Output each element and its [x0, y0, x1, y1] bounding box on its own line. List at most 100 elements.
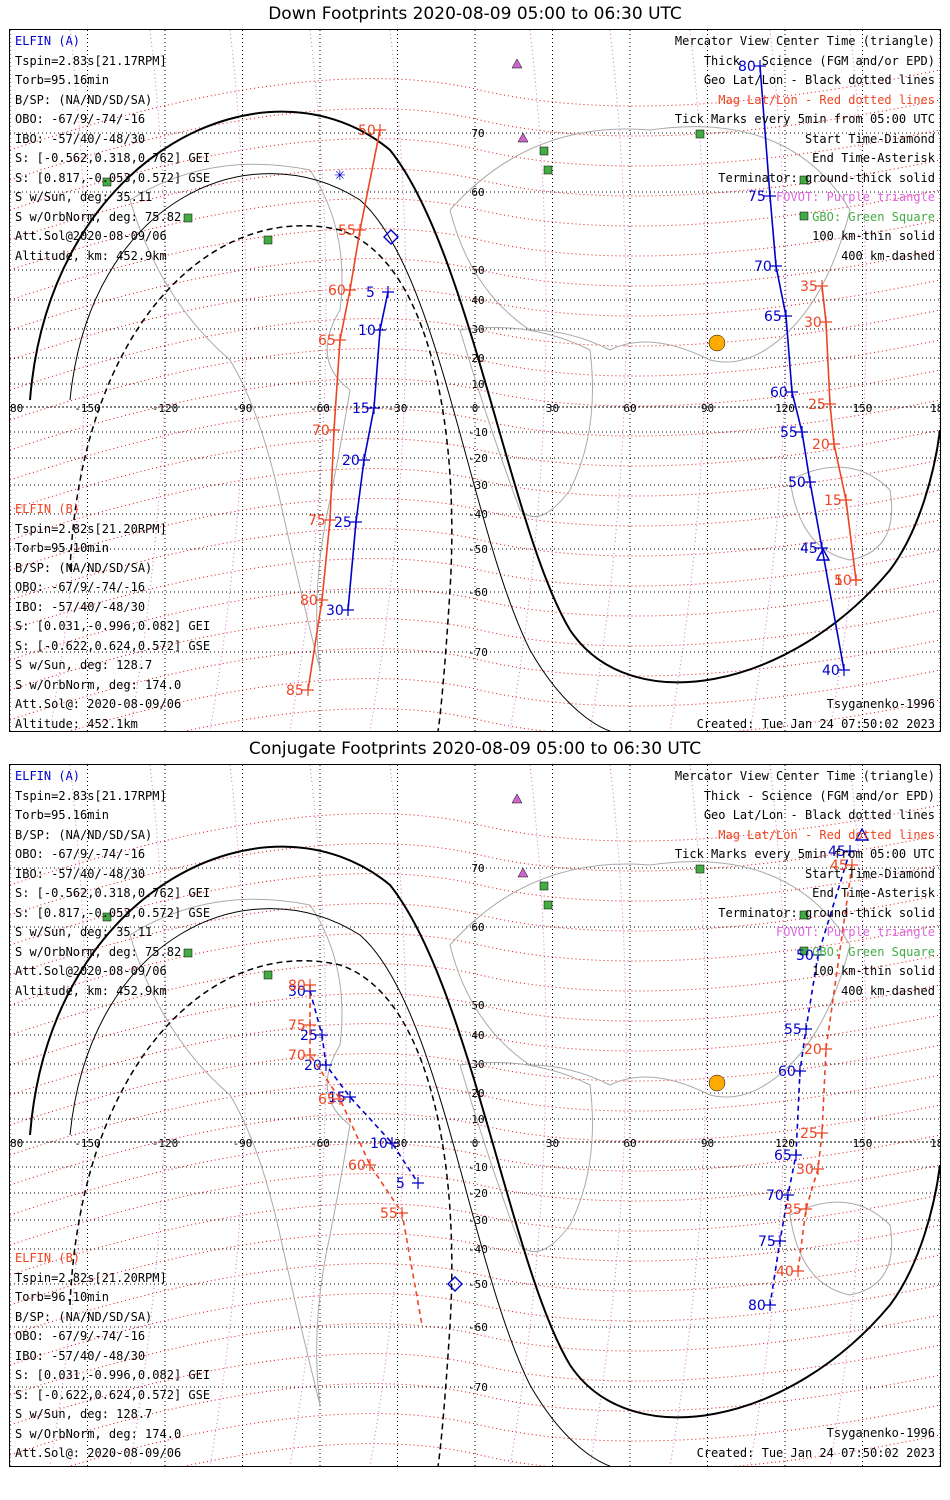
- lon-tick-label: 30: [546, 1137, 559, 1150]
- legend-line: GBO: Green Square: [812, 944, 935, 959]
- elfin-a-info-line: S: [-0.562,0.318,0.762] GEI: [15, 886, 211, 900]
- continent-eurasia: [449, 126, 851, 363]
- purple-triangle-icon: [511, 58, 523, 69]
- green-square-icon: [183, 213, 193, 223]
- elfin-a-track-west-label: 15: [352, 401, 370, 417]
- elfin-a-track-east-label: 55: [784, 1022, 802, 1038]
- legend-line: 400 km-dashed: [841, 248, 935, 263]
- elfin-b-track-east-label: 30: [804, 315, 822, 331]
- lat-tick-label: -70: [468, 1381, 488, 1394]
- terminator-ground: [29, 845, 940, 1419]
- elfin-a-info-line: Altitude, km: 452.9km: [15, 248, 167, 263]
- elfin-b-track-west-label: 70: [288, 1048, 306, 1064]
- legend-line: Geo Lat/Lon - Black dotted lines: [703, 808, 935, 822]
- elfin-b-track-west-tick: [302, 684, 314, 696]
- elfin-a-track-east: [769, 850, 851, 1306]
- elfin-b-info-line: S: [0.031,-0.996,0.082] GEI: [15, 1368, 211, 1382]
- green-square-icon: [102, 912, 112, 922]
- elfin-a-info-line: Att.Sol@2020-08-09/06: [15, 964, 167, 978]
- map-panel-conjugate: -180 -150 -120 -90 -60 -30 0 30 60 90 120 150 180 70 6…: [9, 764, 941, 1467]
- elfin-b-track-west-label: 75: [308, 513, 326, 529]
- green-square-icon: [263, 970, 273, 980]
- elfin-a-track-east-tick: [794, 1065, 806, 1077]
- purple-triangle-icon: [511, 793, 523, 804]
- elfin-a-track-west-label: 25: [300, 1028, 318, 1044]
- lon-tick-label: 120: [775, 402, 795, 415]
- elfin-a-info-line: IBO: -57/40/-48/30: [15, 131, 146, 146]
- elfin-b-track-west-tick: [328, 424, 340, 436]
- elfin-b-track-west-tick: [304, 979, 316, 991]
- lon-tick-label: -60: [310, 402, 330, 415]
- green-square-icon: [695, 864, 705, 874]
- elfin-a-info-line: IBO: -57/40/-48/30: [15, 866, 146, 881]
- elfin-b-track-east: [797, 864, 853, 1272]
- elfin-b-track-east-label: 15: [824, 493, 842, 509]
- sun-icon: [708, 1074, 726, 1092]
- elfin-a-track-east-label: 65: [764, 309, 782, 325]
- legend-line: Start Time-Diamond: [804, 866, 935, 881]
- elfin-b-track-east-tick: [820, 316, 832, 328]
- elfin-a-track-west-label: 10: [370, 1136, 388, 1152]
- lat-tick-label: 10: [471, 378, 484, 391]
- elfin-b-info-line: IBO: -57/40/-48/30: [15, 1348, 146, 1363]
- elfin-b-track-east-label: 5: [834, 573, 843, 589]
- elfin-b-track-west-tick: [364, 1159, 376, 1171]
- elfin-b-info-line: Altitude: 452.1km: [15, 716, 138, 731]
- elfin-a-track-east-label: 60: [770, 385, 788, 401]
- view-center-triangle: [815, 547, 831, 561]
- asterisk-icon: ✳: [334, 168, 346, 184]
- elfin-a-track-east-tick: [780, 310, 792, 322]
- diamond-icon: [383, 229, 399, 245]
- green-square-icon: [263, 235, 273, 245]
- green-square-icon: [799, 946, 809, 956]
- elfin-a-track-east-tick: [796, 426, 808, 438]
- elfin-b-track-east-label: 25: [800, 1126, 818, 1142]
- elfin-a-track-east-tick: [844, 845, 856, 857]
- purple-triangle-icon: [517, 867, 529, 878]
- elfin-a-track-east-label: 75: [758, 1234, 776, 1250]
- model-label: Tsyganenko-1996: [826, 1426, 935, 1440]
- lon-tick-label: 150: [853, 1137, 873, 1150]
- elfin-b-info-line: Tspin=2.82s[21.20RPM]: [15, 1270, 167, 1285]
- elfin-b-track-west-tick: [354, 224, 366, 236]
- elfin-a-track-west-tick: [358, 454, 370, 466]
- legend-line: Tick Marks every 5min from 05:00 UTC: [674, 112, 935, 126]
- purple-triangle-icon: [517, 132, 529, 143]
- elfin-a-info-line: Torb=95.16min: [15, 73, 109, 87]
- elfin-b-track-west-label: 80: [288, 978, 306, 994]
- elfin-b-info-line: S w/OrbNorm, deg: 174.0: [15, 1426, 182, 1441]
- elfin-a-track-west: [309, 990, 419, 1184]
- elfin-b-info-line: S w/OrbNorm, deg: 174.0: [15, 677, 182, 692]
- elfin-b-info-line: Torb=95.10min: [15, 541, 109, 555]
- elfin-a-track-west-label: 5: [396, 1176, 405, 1192]
- elfin-a-track-east-label: 80: [748, 1298, 766, 1314]
- legend-line: Mercator View Center Time (triangle): [674, 34, 935, 48]
- lat-tick-label: -10: [468, 1161, 488, 1174]
- fov-meridian: [289, 30, 327, 731]
- elfin-b-header: ELFIN (B): [15, 1251, 81, 1265]
- map-canvas-down: -180 -150 -120 -90 -60 -30 0 30 60 90 120 150 180 70 6…: [10, 30, 940, 731]
- elfin-a-track-east-tick: [812, 949, 824, 961]
- fov-meridian: [289, 765, 327, 1466]
- legend-line: GBO: Green Square: [812, 209, 935, 224]
- terminator-100km: [69, 173, 611, 731]
- lon-tick-label: -90: [233, 1137, 253, 1150]
- green-square-icon: [695, 129, 705, 139]
- elfin-b-header: ELFIN (B): [15, 502, 81, 516]
- continent-africa: [459, 327, 593, 518]
- sun-icon: [708, 334, 726, 352]
- legend-line: Thick - Science (FGM and/or EPD): [703, 788, 935, 803]
- elfin-b-info-line: IBO: -57/40/-48/30: [15, 599, 146, 614]
- lon-tick-label: -120: [152, 402, 179, 415]
- lat-tick-label: -50: [468, 543, 488, 556]
- elfin-b-track-east-label: 10: [834, 573, 852, 589]
- green-square-icon: [543, 900, 553, 910]
- legend-line: Tick Marks every 5min from 05:00 UTC: [674, 847, 935, 861]
- legend-line: Geo Lat/Lon - Black dotted lines: [703, 73, 935, 87]
- lon-tick-label: 60: [623, 402, 636, 415]
- elfin-b-track-west-tick: [316, 594, 328, 606]
- elfin-a-track-west-tick: [386, 1137, 398, 1149]
- legend-line: End Time-Asterisk: [812, 886, 935, 900]
- elfin-a-track-west: [347, 291, 389, 611]
- elfin-a-track-west-tick: [412, 1177, 424, 1189]
